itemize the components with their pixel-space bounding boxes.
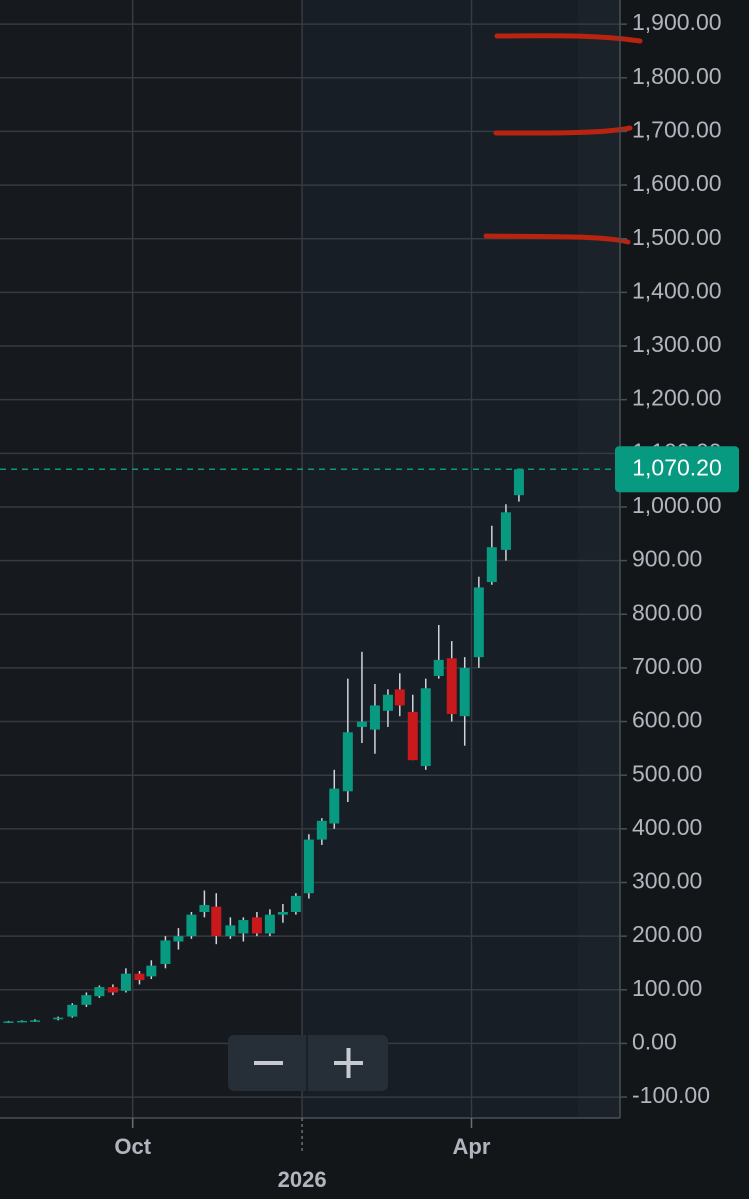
plot-region bbox=[0, 0, 302, 1118]
candle-body bbox=[303, 839, 314, 894]
y-tick-label: 600.00 bbox=[632, 707, 702, 733]
candle-body bbox=[107, 987, 118, 993]
candle-body bbox=[225, 925, 236, 937]
candle-body bbox=[446, 658, 457, 715]
candle-body bbox=[81, 995, 92, 1005]
candle-body bbox=[30, 1020, 41, 1022]
candle-body bbox=[160, 940, 171, 965]
candle-body bbox=[407, 711, 418, 761]
candle-body bbox=[277, 911, 288, 915]
candle-body bbox=[211, 906, 222, 937]
y-tick-label: 1,800.00 bbox=[632, 63, 722, 89]
y-tick-label: 200.00 bbox=[632, 921, 702, 947]
candles bbox=[0, 468, 620, 1024]
last-price-badge bbox=[615, 446, 739, 493]
annotation-line bbox=[493, 125, 633, 136]
annotations bbox=[483, 33, 643, 245]
candle-body bbox=[316, 820, 327, 840]
y-tick-label: -100.00 bbox=[632, 1082, 710, 1108]
candle-body bbox=[329, 788, 340, 824]
candle-body bbox=[146, 965, 157, 977]
candle-body bbox=[459, 667, 470, 717]
y-tick-label: 1,500.00 bbox=[632, 224, 722, 250]
candle-body bbox=[394, 689, 405, 706]
y-tick-label: 900.00 bbox=[632, 546, 702, 572]
candle-body bbox=[473, 587, 484, 658]
annotation-line bbox=[494, 33, 643, 44]
candle-body bbox=[53, 1017, 64, 1020]
candle-body bbox=[342, 732, 353, 792]
y-tick-label: 1,400.00 bbox=[632, 277, 722, 303]
candle-body bbox=[433, 659, 444, 676]
y-tick-label: 0.00 bbox=[632, 1029, 677, 1055]
candle-body bbox=[199, 905, 210, 912]
axes: -100.00 0.00 100.00 200.00 300.00 400.00 500.0… bbox=[114, 9, 739, 1192]
x-tick-label: 2026 bbox=[278, 1167, 327, 1192]
y-tick-label: 800.00 bbox=[632, 599, 702, 625]
candle-body bbox=[513, 469, 524, 496]
candle-body bbox=[356, 721, 367, 727]
candle-body bbox=[186, 914, 197, 937]
y-tick-label: 1,600.00 bbox=[632, 170, 722, 196]
y-tick-label: 1,200.00 bbox=[632, 385, 722, 411]
candle-body bbox=[17, 1020, 28, 1023]
candle-body bbox=[369, 705, 380, 730]
candle-body bbox=[382, 694, 393, 711]
y-tick-label: 1,700.00 bbox=[632, 117, 722, 143]
candle-body bbox=[251, 917, 262, 934]
y-tick-label: 300.00 bbox=[632, 868, 702, 894]
candle-body bbox=[420, 688, 431, 767]
y-tick-label: 1,900.00 bbox=[632, 9, 722, 35]
candle-body bbox=[120, 973, 131, 991]
y-tick-label: 700.00 bbox=[632, 653, 702, 679]
y-tick-label: 1,000.00 bbox=[632, 492, 722, 518]
y-tick-label: 1,300.00 bbox=[632, 331, 722, 357]
y-tick-label: 400.00 bbox=[632, 814, 702, 840]
candle-body bbox=[264, 914, 275, 934]
candle-body bbox=[290, 895, 301, 912]
candle-body bbox=[94, 987, 105, 997]
candle-body bbox=[486, 547, 497, 583]
zoom-controls bbox=[228, 1035, 388, 1091]
candle-body bbox=[134, 973, 145, 981]
x-tick-label: Oct bbox=[114, 1134, 151, 1159]
y-tick-label: 100.00 bbox=[632, 975, 702, 1001]
candle-body bbox=[500, 512, 511, 550]
plot-region-highlight bbox=[302, 0, 578, 1118]
candle-body bbox=[238, 920, 249, 934]
candle-body bbox=[173, 936, 184, 942]
annotation-line bbox=[483, 233, 631, 245]
candle-body bbox=[67, 1004, 78, 1017]
candle-body bbox=[3, 1021, 14, 1023]
last-price-label: 1,070.20 bbox=[632, 454, 722, 480]
plot-region-future bbox=[578, 0, 620, 1118]
zoom-in-button[interactable] bbox=[334, 1048, 363, 1078]
x-tick-label: Apr bbox=[453, 1134, 491, 1159]
y-tick-label: 500.00 bbox=[632, 760, 702, 786]
